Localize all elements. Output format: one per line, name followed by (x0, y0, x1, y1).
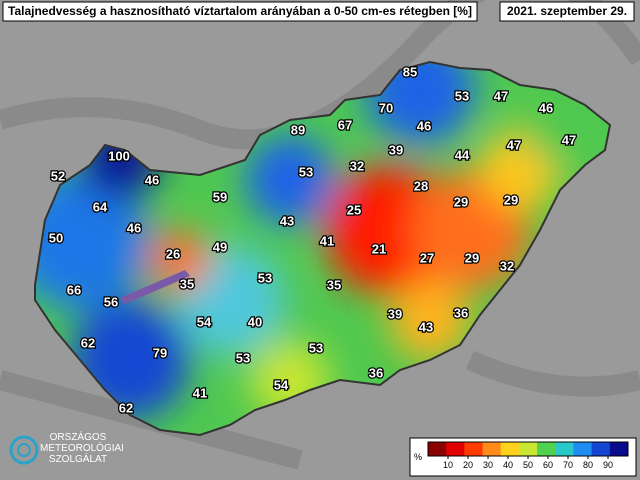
logo-text: ORSZÁGOS (50, 430, 107, 443)
station-value: 26 (166, 246, 180, 261)
station-value: 47 (507, 137, 521, 152)
station-value: 50 (49, 230, 63, 245)
colorbar-tick-label: 20 (463, 460, 473, 470)
station-value: 53 (236, 350, 250, 365)
station-value: 47 (562, 132, 576, 147)
station-value: 46 (127, 220, 141, 235)
station-value: 47 (494, 88, 508, 103)
station-value: 28 (414, 178, 428, 193)
colorbar-tick-label: 10 (443, 460, 453, 470)
station-value: 89 (291, 122, 305, 137)
station-value: 46 (145, 172, 159, 187)
colorbar-cell (518, 442, 538, 456)
colorbar-tick-label: 80 (583, 460, 593, 470)
colorbar-tick-label: 40 (503, 460, 513, 470)
station-value: 39 (389, 142, 403, 157)
colorbar-tick-label: 50 (523, 460, 533, 470)
colorbar-cell (428, 442, 447, 456)
station-value: 52 (51, 168, 65, 183)
station-value: 70 (379, 100, 393, 115)
station-value: 36 (454, 305, 468, 320)
colorbar-cell (573, 442, 593, 456)
station-value: 29 (454, 194, 468, 209)
station-value: 56 (104, 294, 118, 309)
station-value: 44 (455, 147, 470, 162)
station-value: 27 (420, 250, 434, 265)
date-box (499, 1, 635, 22)
station-value: 66 (67, 282, 81, 297)
colorbar-cell (500, 442, 520, 456)
station-value: 67 (338, 117, 352, 132)
colorbar-tick-label: 30 (483, 460, 493, 470)
logo-text: METEOROLÓGIAI (40, 441, 124, 454)
colorbar-tick-label: 60 (543, 460, 553, 470)
colorbar-cell (446, 442, 465, 456)
logo-text: SZOLGÁLAT (49, 452, 107, 465)
station-value: 29 (504, 192, 518, 207)
colorbar-tick-label: 90 (603, 460, 613, 470)
station-value: 100 (108, 148, 130, 163)
station-value: 53 (258, 270, 272, 285)
station-value: 62 (119, 400, 133, 415)
station-value: 59 (213, 189, 227, 204)
colorbar: 10 20 30 40 50 60 70 80 90 (427, 441, 629, 470)
station-value: 35 (180, 276, 194, 291)
station-value: 85 (403, 64, 417, 79)
station-value: 39 (388, 306, 402, 321)
colorbar-cell (537, 442, 556, 456)
station-value: 36 (369, 365, 383, 380)
station-value: 32 (350, 158, 364, 173)
station-value: 21 (372, 241, 386, 256)
station-value: 54 (274, 377, 289, 392)
title-box (2, 1, 478, 22)
station-value: 53 (299, 164, 313, 179)
station-value: 46 (539, 100, 553, 115)
colorbar-cell (591, 442, 611, 456)
lake-balaton (120, 270, 190, 304)
colorbar-tick-label: 70 (563, 460, 573, 470)
station-value: 29 (465, 250, 479, 265)
station-value: 32 (500, 258, 514, 273)
station-value: 40 (248, 314, 262, 329)
station-value: 49 (213, 239, 227, 254)
station-value: 62 (81, 335, 95, 350)
station-value: 43 (280, 213, 294, 228)
logo: ORSZÁGOS METEOROLÓGIAI SZOLGÁLAT (9, 430, 124, 465)
station-value: 43 (419, 319, 433, 334)
station-value: 53 (309, 340, 323, 355)
station-value: 64 (93, 199, 108, 214)
station-value: 53 (455, 88, 469, 103)
station-value: 25 (347, 202, 361, 217)
legend-unit: % (414, 452, 422, 462)
station-value: 41 (193, 385, 207, 400)
station-value: 46 (417, 118, 431, 133)
station-value: 79 (153, 345, 167, 360)
station-value: 54 (197, 314, 212, 329)
country-border (34, 60, 612, 437)
station-labels: 85 53 47 46 70 89 67 46 47 47 100 39 44 32 52 46 53 28 59 6… (48, 63, 578, 417)
date: 2021. szeptember 29. (507, 4, 627, 18)
colorbar-cell (609, 442, 629, 456)
colorbar-cell (464, 442, 484, 456)
colorbar-cell (482, 442, 502, 456)
title: Talajnedvesség a hasznosítható víztartal… (8, 4, 472, 18)
station-value: 41 (320, 233, 334, 248)
station-value: 35 (327, 277, 341, 292)
colorbar-cell (555, 442, 574, 456)
